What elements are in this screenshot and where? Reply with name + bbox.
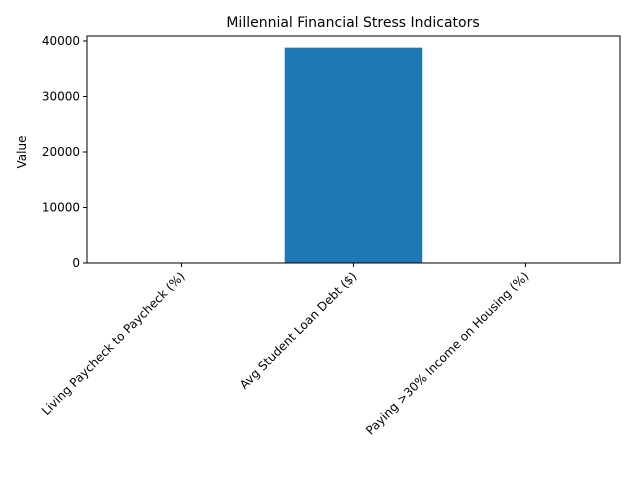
y-tick-label: 0 [72,256,80,270]
x-tick-label: Avg Student Loan Debt ($) [237,269,360,392]
x-tick-label: Paying >30% Income on Housing (%) [363,269,531,437]
y-tick-label: 20000 [42,145,80,159]
y-tick-label: 40000 [42,34,80,48]
y-tick-label: 10000 [42,200,80,214]
x-tick-label: Living Paycheck to Paycheck (%) [39,269,188,418]
y-axis-label: Value [15,136,29,169]
y-tick-label: 30000 [42,89,80,103]
chart-title: Millennial Financial Stress Indicators [226,15,479,31]
bar [285,48,423,263]
